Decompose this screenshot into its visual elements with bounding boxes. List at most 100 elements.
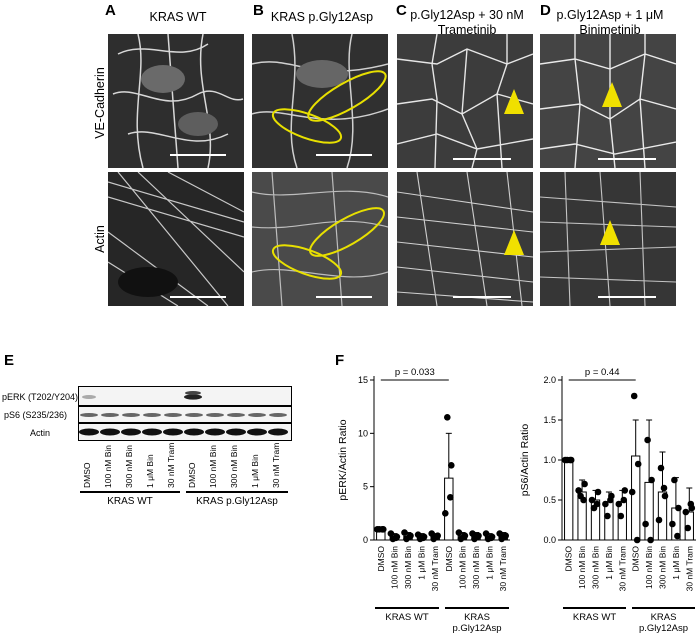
data-point [647,536,654,544]
blot-strip-perk [78,386,292,406]
x-tick-label: DMSO [444,546,454,572]
panel-label-c: C [396,2,407,19]
data-point [684,524,692,532]
group-label: KRAS WT [573,612,616,623]
y-axis-label: pS6/Actin Ratio [519,424,531,497]
blot-lane-label: 100 nM Bin [208,445,218,488]
data-point [374,526,381,533]
data-point [630,392,638,400]
data-point [642,520,649,528]
blot-lane-label: 300 nM Bin [229,445,239,488]
data-point [581,480,588,488]
column-title-line: KRAS WT [149,10,207,24]
panel-label-f: F [335,352,345,369]
group-label: p.Gly12Asp [452,623,501,634]
data-point [487,534,495,542]
x-tick-label: DMSO [564,546,574,572]
blot-lane-label: 30 nM Tram [166,442,176,488]
x-tick-label: 30 nM Tram [498,546,508,591]
data-point [414,531,422,538]
x-tick-label: 300 nM Bin [403,546,413,589]
data-point [604,512,611,520]
data-point [419,534,427,542]
column-title-binimetinib: p.Gly12Asp + 1 μM Binimetinib [540,8,680,38]
group-label: KRAS [651,612,677,623]
data-point [644,436,651,444]
x-tick-label: 1 μM Bin [604,546,614,580]
micrograph-kras-g12d-actin [252,172,388,306]
x-tick-label: 30 nM Tram [430,546,440,591]
scale-bar [598,296,656,298]
y-axis-label: pERK/Actin Ratio [337,419,349,500]
x-tick-label: DMSO [631,546,641,572]
blot-group-label-kras-wt: KRAS WT [107,496,153,507]
micrograph-kras-wt-ve-cadherin [108,34,244,168]
data-point [687,500,695,508]
data-point [671,476,678,484]
y-tick-label: 10 [358,428,368,438]
data-point [588,496,596,504]
micrograph-trametinib-actin [397,172,533,306]
data-point [674,532,681,540]
data-point [628,488,636,496]
blot-strip-ps6 [78,406,292,423]
data-point [433,533,440,541]
data-point [401,529,408,536]
data-point [620,496,628,504]
y-tick-label: 2.0 [543,375,556,385]
y-tick-label: 0.5 [543,495,556,505]
x-tick-label: 300 nM Bin [658,546,668,589]
y-tick-label: 0 [363,535,368,545]
blot-strip-actin [78,423,292,441]
data-point [379,526,386,533]
bar [604,501,614,541]
group-label: KRAS WT [385,612,428,623]
data-point [392,534,400,542]
group-label: KRAS [464,612,490,623]
data-point [482,530,490,537]
micrograph-kras-g12d-ve-cadherin [252,34,388,168]
blot-lane-label: 1 μM Bin [250,454,260,488]
row-label-ve-cadherin: VE-Cadherin [93,67,107,139]
column-title-trametinib: p.Gly12Asp + 30 nM Trametinib [397,8,537,38]
panel-label-a: A [105,2,116,19]
data-point [594,488,602,496]
x-tick-label: 100 nM Bin [577,546,587,589]
x-tick-label: 1 μM Bin [417,546,427,580]
x-tick-label: 100 nM Bin [644,546,654,589]
blot-row-label: pS6 (S235/236) [4,410,68,420]
micrograph-binimetinib-actin [540,172,676,306]
micrograph-binimetinib-ve-cadherin [540,34,676,168]
x-tick-label: 30 nM Tram [617,546,627,591]
column-title-kras-wt: KRAS WT [108,10,248,25]
x-tick-label: 300 nM Bin [591,546,601,589]
p-value-annotation: p = 0.033 [395,368,435,378]
data-point [455,529,463,536]
row-label-actin: Actin [93,225,107,253]
y-tick-label: 0.0 [543,535,556,545]
data-point [682,508,690,516]
x-tick-label: 100 nM Bin [457,546,467,589]
data-point [593,500,601,508]
panel-label-b: B [253,2,264,19]
column-title-line: Binimetinib [579,23,641,37]
data-point [406,533,413,541]
x-tick-label: 30 nM Tram [684,546,694,591]
column-title-line: p.Gly12Asp + 1 μM [556,8,664,22]
data-point [661,492,669,500]
panel-label-e: E [4,352,15,369]
x-tick-label: 1 μM Bin [485,546,495,580]
data-point [501,533,508,541]
data-point [561,456,569,464]
scale-bar [316,154,372,156]
p-value-annotation: p = 0.44 [585,368,620,378]
data-point [442,510,449,517]
data-point [496,530,503,537]
scale-bar [170,154,226,156]
x-tick-label: DMSO [376,546,386,572]
data-point [648,476,655,484]
y-tick-label: 1.5 [543,415,556,425]
data-point [633,536,641,544]
